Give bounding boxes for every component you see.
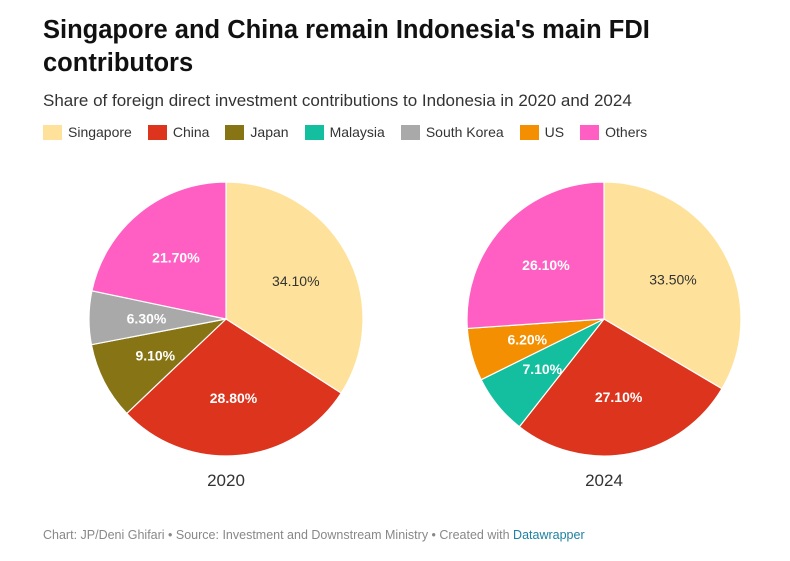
pie-year-label: 2024 [585, 471, 623, 490]
legend-item-south-korea: South Korea [400, 124, 504, 140]
legend-item-others: Others [580, 124, 647, 140]
slice-label: 6.20% [507, 332, 547, 348]
pie-slice-china [518, 318, 723, 457]
legend-label: South Korea [425, 124, 504, 140]
legend-item-malaysia: Malaysia [304, 124, 385, 140]
pie-2024: 33.50% 27.10% 7.10% 6.20% 26.10% 2024 [466, 181, 742, 490]
legend: Singapore China Japan Malaysia South Korea US… [43, 124, 663, 140]
legend-swatch [400, 124, 420, 140]
legend-label: Singapore [68, 124, 132, 140]
legend-label: Malaysia [329, 124, 385, 140]
slice-label: 34.10% [272, 273, 319, 289]
datawrapper-link[interactable]: Datawrapper [513, 528, 585, 542]
legend-swatch [147, 124, 167, 140]
pie-charts: 34.10% 28.80% 9.10% 6.30% 21.70% 2020 33.50% 27… [88, 181, 742, 490]
chart-title: Singapore and China remain Indonesia's m… [43, 16, 650, 77]
pie-slice-china [125, 318, 343, 457]
pie-year-label: 2020 [207, 471, 245, 490]
legend-swatch [580, 124, 600, 140]
pie-slice-singapore [603, 181, 742, 390]
slice-label: 21.70% [152, 249, 200, 265]
pie-slice-others [91, 181, 227, 320]
legend-label: Japan [250, 124, 289, 140]
legend-swatch [519, 124, 539, 140]
chart-footer: Chart: JP/Deni Ghifari • Source: Investm… [43, 528, 585, 542]
slice-label: 28.80% [210, 390, 258, 406]
slice-label: 6.30% [127, 310, 167, 326]
chart-subtitle: Share of foreign direct investment contr… [43, 91, 632, 110]
pie-slice-others [466, 181, 605, 330]
slice-label: 7.10% [522, 361, 562, 377]
legend-label: China [172, 124, 210, 140]
slice-label: 33.50% [649, 272, 696, 288]
legend-item-singapore: Singapore [43, 124, 132, 140]
legend-label: US [544, 124, 565, 140]
legend-swatch [43, 124, 62, 140]
slice-label: 9.10% [135, 347, 175, 363]
slice-label: 26.10% [522, 257, 570, 273]
legend-item-us: US [519, 124, 565, 140]
legend-swatch [304, 124, 324, 140]
legend-item-japan: Japan [225, 124, 289, 140]
footer-credit: Chart: JP/Deni Ghifari • Source: Investm… [43, 528, 514, 542]
pie-slice-japan [90, 318, 228, 415]
slice-label: 27.10% [595, 389, 643, 405]
pie-2020: 34.10% 28.80% 9.10% 6.30% 21.70% 2020 [88, 181, 364, 490]
legend-swatch [225, 124, 245, 140]
legend-item-china: China [147, 124, 210, 140]
legend-label: Others [605, 124, 648, 140]
